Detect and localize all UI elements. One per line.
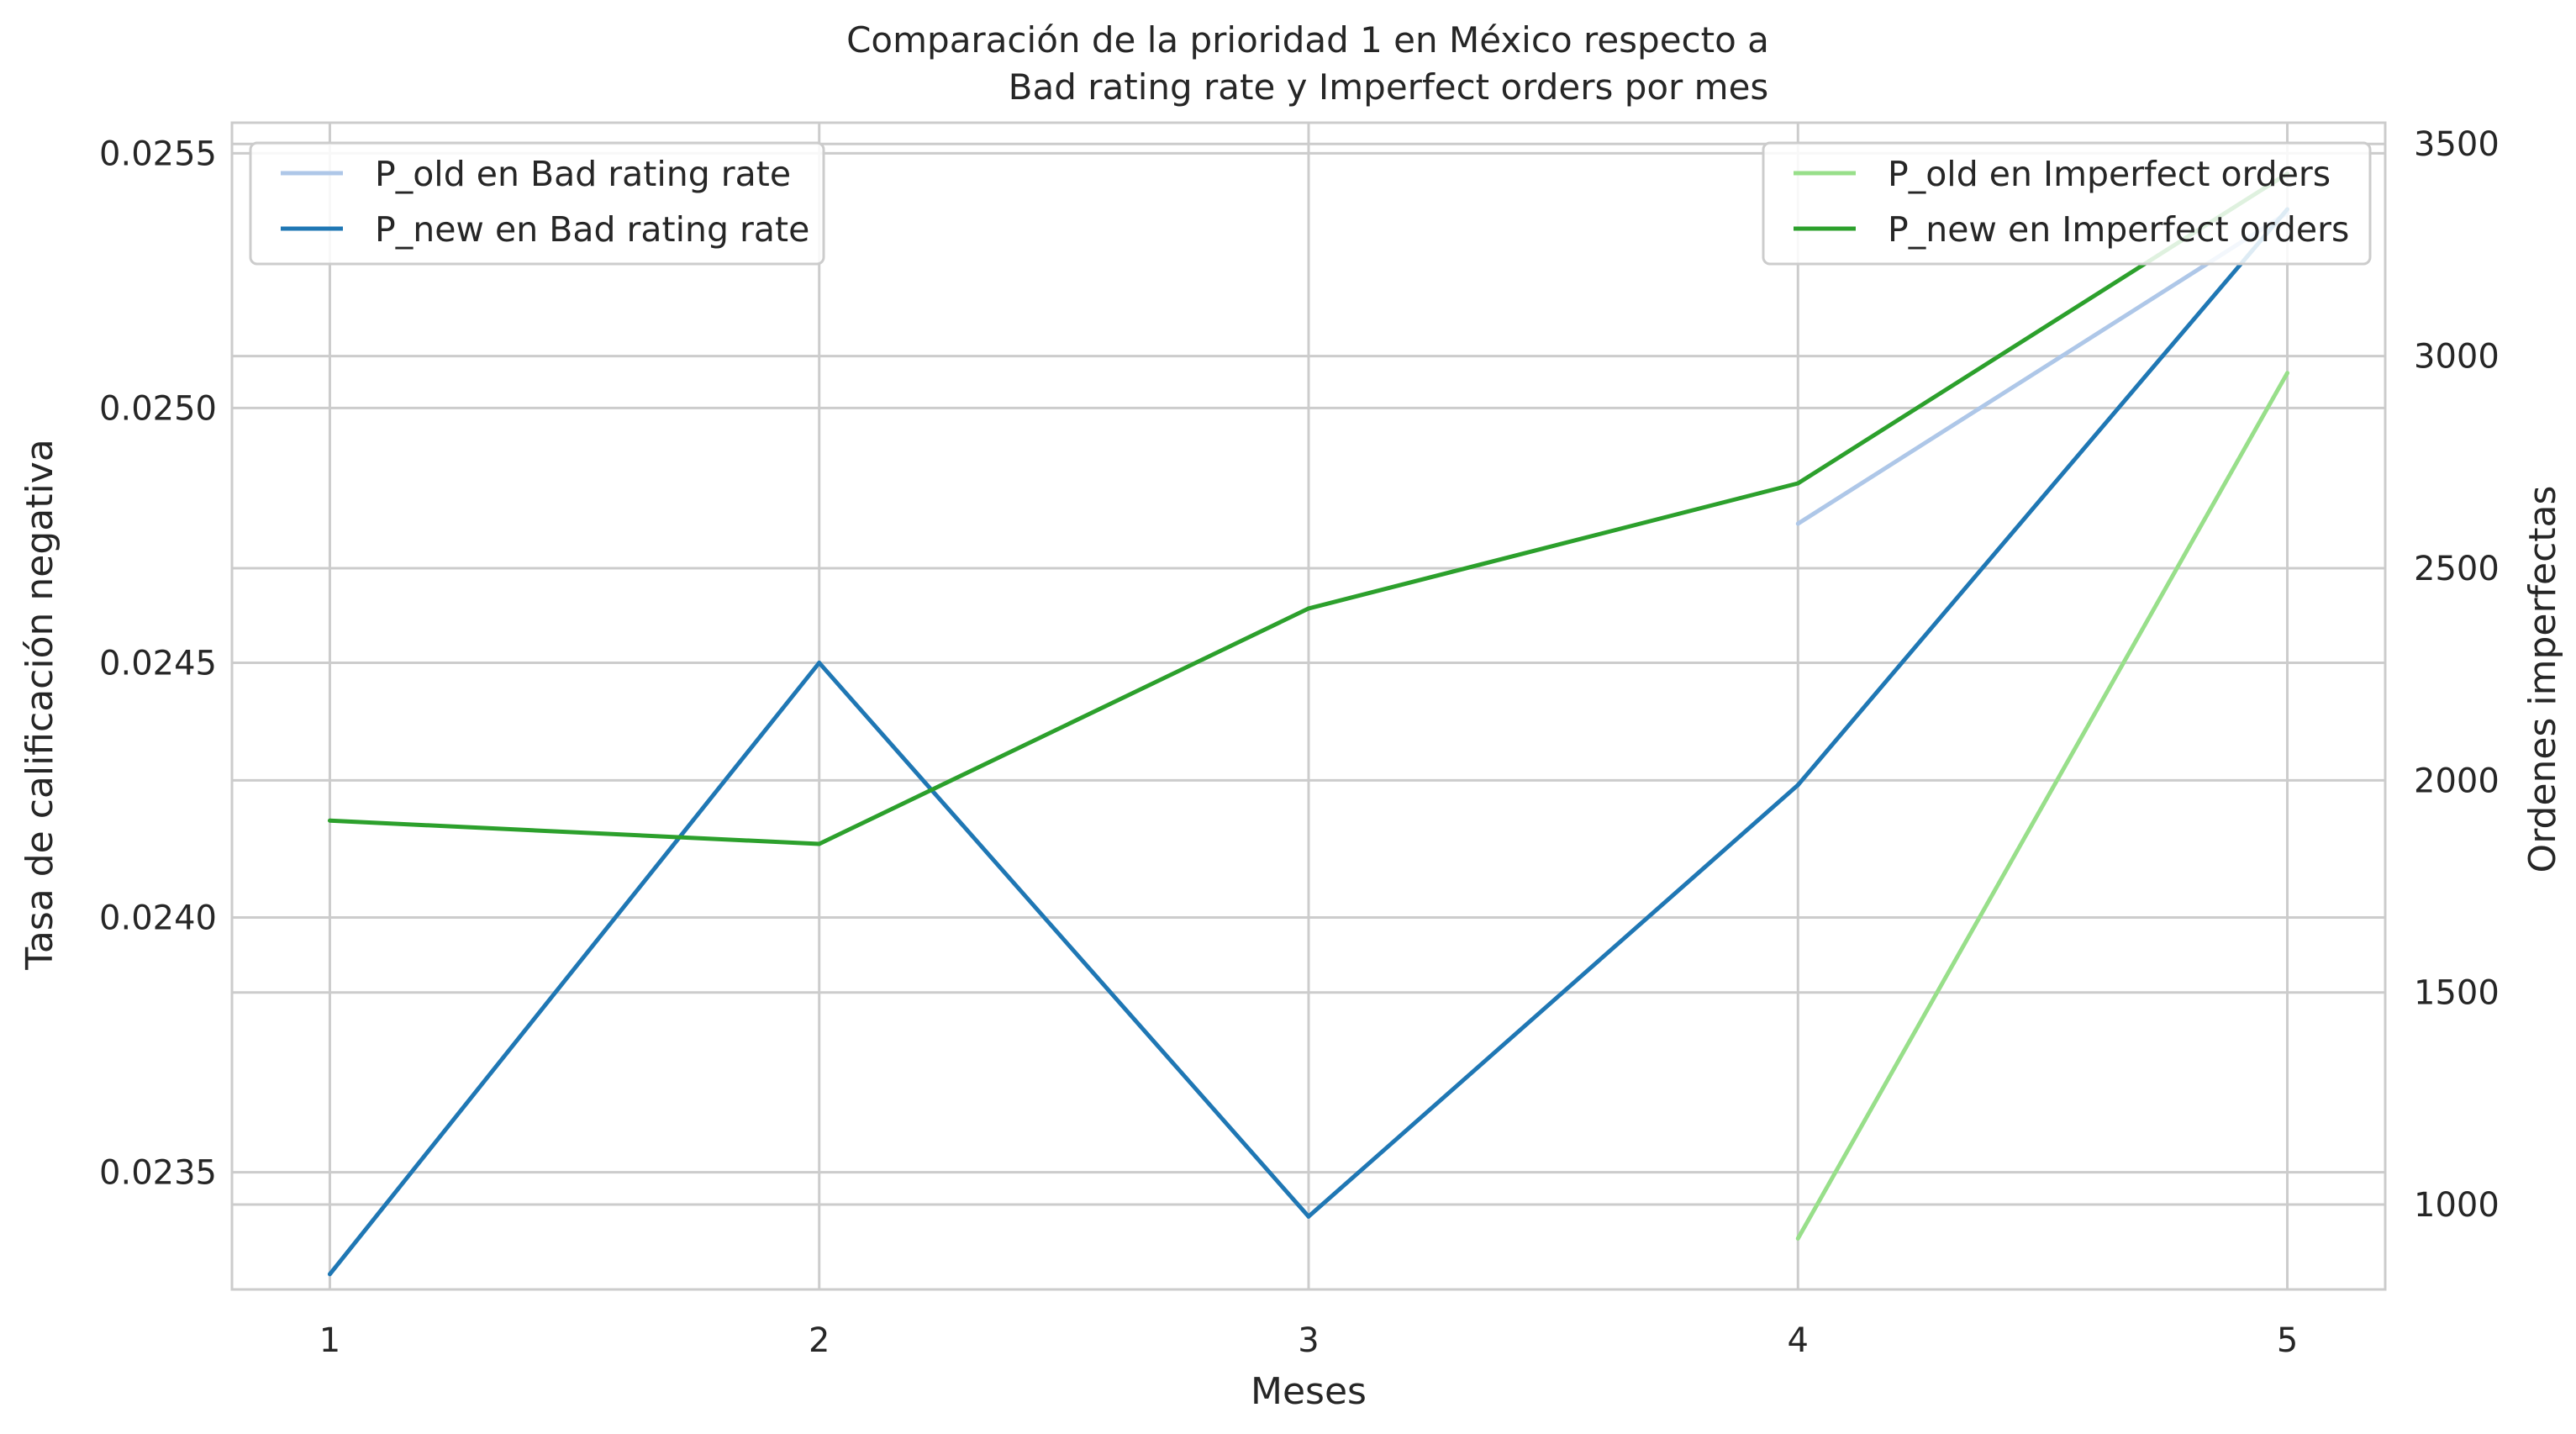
x-tick-labels: 1 2 3 4 5 [319,1321,2299,1360]
legend-label: P_old en Bad rating rate [375,154,791,194]
x-tick-label: 1 [319,1321,340,1360]
data-point-3 [817,841,822,846]
data-point-1 [1795,783,1800,788]
plot-frame [230,121,2387,1291]
data-point-3 [1306,606,1311,611]
y-left-tick-label: 0.0250 [99,389,217,428]
legend-left: P_old en Bad rating rate P_new en Bad rat… [249,141,825,266]
chart-title-line2: Bad rating rate y Imperfect orders por m… [1009,66,1769,108]
y-axis-right-label: Ordenes imperfectas [2521,486,2564,873]
data-point-3 [1795,481,1800,486]
series-line-2 [1796,372,2289,1240]
x-tick-label: 2 [809,1321,830,1360]
y-axis-left-label: Tasa de calificación negativa [18,439,61,970]
legend-box [249,141,825,266]
data-point-3 [327,818,332,823]
y-right-tick-label: 3000 [2414,338,2500,377]
y-left-tick-label: 0.0240 [99,899,217,938]
data-point-2 [2285,371,2290,376]
y-right-tick-labels: 1000 1500 2000 2500 3000 3500 [2414,125,2500,1225]
y-right-tick-label: 1500 [2414,974,2500,1013]
x-tick-label: 5 [2277,1321,2298,1360]
y-right-tick-label: 2000 [2414,762,2500,800]
y-left-tick-label: 0.0245 [99,644,217,683]
x-axis-label: Meses [1251,1370,1367,1413]
y-right-tick-label: 3500 [2414,125,2500,164]
legend-label: P_new en Bad rating rate [375,209,809,250]
y-left-tick-labels: 0.0235 0.0240 0.0245 0.0250 0.0255 [99,134,217,1192]
y-left-tick-label: 0.0255 [99,134,217,173]
data-point-1 [327,1272,332,1277]
legend-label: P_new en Imperfect orders [1888,209,2349,250]
x-tick-label: 4 [1788,1321,1809,1360]
chart-title-line1: Comparación de la prioridad 1 en México … [846,19,1769,61]
data-point-2 [1795,1236,1800,1241]
y-right-tick-label: 1000 [2414,1186,2500,1225]
y-left-tick-label: 0.0235 [99,1154,217,1193]
legend-box [1762,141,2372,266]
x-tick-label: 3 [1298,1321,1319,1360]
y-right-tick-label: 2500 [2414,550,2500,588]
legend-label: P_old en Imperfect orders [1888,154,2331,194]
legend-right: P_old en Imperfect orders P_new en Imperf… [1762,141,2372,266]
data-point-1 [817,660,822,665]
data-point-1 [1306,1214,1311,1219]
data-point-0 [1795,521,1800,526]
